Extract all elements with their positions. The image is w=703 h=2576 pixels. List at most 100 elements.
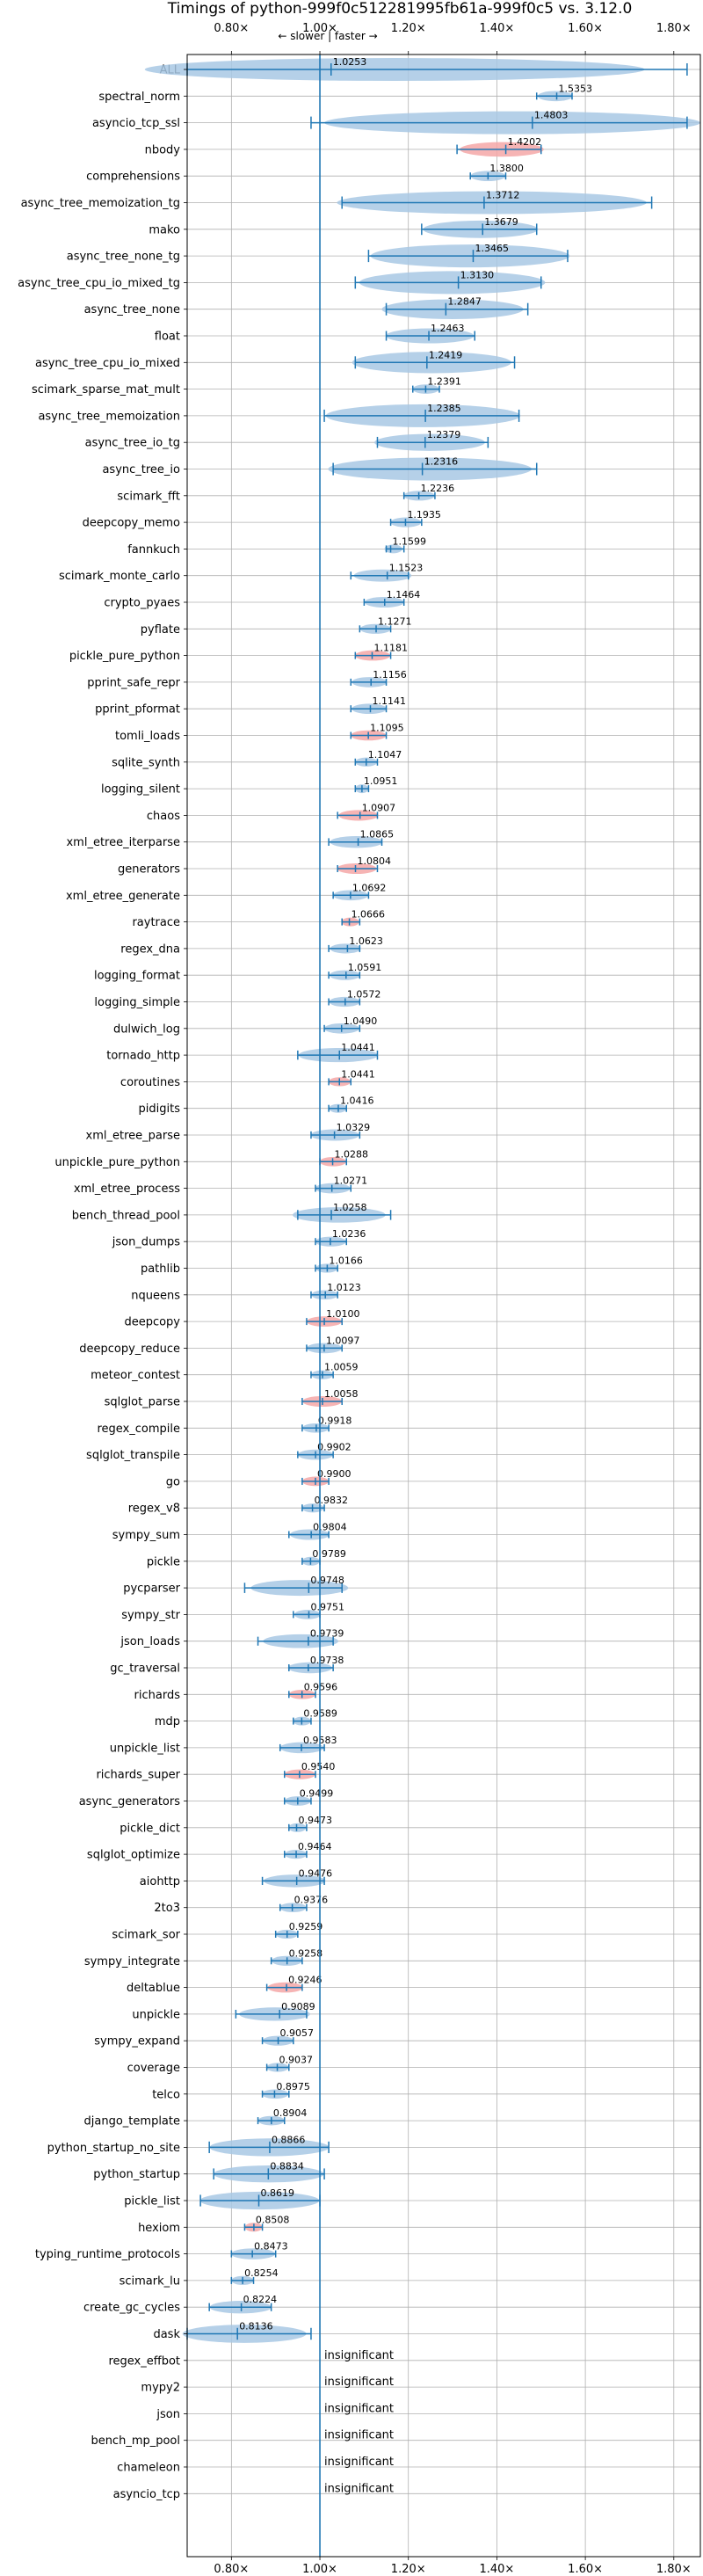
benchmark-label: coroutines	[120, 1076, 180, 1089]
value-label: 0.9540	[301, 1761, 336, 1772]
value-label: 1.0258	[333, 1202, 367, 1213]
benchmark-label: xml_etree_parse	[86, 1130, 180, 1143]
value-label: 0.9089	[281, 2001, 315, 2012]
benchmark-label: crypto_pyaes	[104, 597, 180, 610]
insignificant-label: insignificant	[324, 2482, 394, 2495]
value-label: 1.0288	[335, 1148, 369, 1160]
value-label: 1.3679	[484, 216, 518, 228]
benchmark-label: sympy_integrate	[84, 1955, 180, 1968]
value-label: 1.4803	[534, 110, 569, 121]
benchmark-label: logging_silent	[101, 783, 180, 797]
benchmark-label: sympy_str	[121, 1609, 180, 1622]
plot-frame	[186, 54, 701, 2558]
value-label: 0.9376	[294, 1895, 329, 1906]
x-tick-label-bottom: 1.20×	[391, 2563, 426, 2576]
value-label: 1.0416	[340, 1095, 374, 1107]
value-label: 1.2385	[427, 403, 461, 414]
value-label: 0.8975	[276, 2081, 310, 2092]
value-label: 1.1271	[378, 615, 412, 627]
value-label: 1.0490	[344, 1015, 378, 1027]
benchmark-label: xml_etree_process	[74, 1182, 180, 1196]
benchmark-label: python_startup	[93, 2168, 180, 2181]
benchmark-label: sqlglot_parse	[105, 1396, 180, 1409]
benchmark-label: go	[166, 1475, 180, 1488]
value-label: 0.9057	[280, 2027, 315, 2039]
value-label: 0.8473	[254, 2241, 288, 2252]
benchmark-label: xml_etree_iterparse	[66, 836, 180, 849]
benchmark-label: json_loads	[120, 1635, 180, 1648]
benchmark-label: sympy_expand	[94, 2035, 180, 2048]
value-label: 0.9738	[310, 1655, 344, 1666]
value-label: 1.1599	[393, 535, 427, 547]
value-label: 1.2236	[421, 483, 455, 494]
value-label: 1.0572	[347, 989, 381, 1001]
benchmark-label: gc_traversal	[110, 1663, 180, 1676]
benchmark-label: sqlglot_optimize	[87, 1849, 180, 1862]
x-tick-label-bottom: 1.60×	[568, 2563, 603, 2576]
x-tick-label-top: 1.00×	[302, 22, 337, 35]
benchmark-label: regex_effbot	[108, 2354, 180, 2368]
value-label: 1.2379	[427, 429, 460, 440]
benchmark-label: unpickle_list	[110, 1742, 180, 1755]
slower-faster-annotation: ← slower | faster →	[278, 30, 377, 42]
x-tick-label-bottom: 0.80×	[214, 2563, 249, 2576]
benchmark-label: hexiom	[138, 2222, 180, 2235]
benchmark-label: pprint_safe_repr	[87, 676, 180, 689]
benchmark-label: scimark_lu	[120, 2274, 180, 2288]
value-label: 0.9739	[310, 1628, 344, 1640]
x-tick-label-bottom: 1.40×	[479, 2563, 514, 2576]
value-label: 1.3465	[475, 243, 509, 254]
benchmark-label: pickle_dict	[120, 1822, 180, 1835]
value-label: 1.0058	[324, 1388, 359, 1400]
value-label: 0.9748	[310, 1575, 344, 1586]
benchmark-label: bench_thread_pool	[72, 1209, 180, 1222]
benchmark-label: python_startup_no_site	[47, 2142, 180, 2155]
benchmark-label: chameleon	[117, 2462, 180, 2475]
value-label: 1.1047	[368, 749, 402, 760]
benchmark-label: logging_simple	[94, 996, 180, 1009]
value-label: 1.0236	[332, 1228, 366, 1240]
value-label: 0.9258	[289, 1947, 323, 1959]
value-label: 1.0329	[337, 1122, 371, 1133]
benchmark-label: richards	[134, 1689, 181, 1702]
value-label: 1.1181	[373, 643, 408, 654]
value-label: 1.1935	[407, 509, 441, 520]
value-label: 1.3712	[486, 190, 520, 201]
value-label: 1.5353	[559, 83, 593, 94]
benchmark-label: richards_super	[96, 1769, 180, 1782]
x-tick-label-top: 1.80×	[656, 22, 692, 35]
value-label: 1.1141	[372, 695, 406, 707]
value-label: 1.0692	[352, 882, 387, 893]
value-label: 0.9259	[289, 1921, 323, 1932]
chart-title: Timings of python-999f0c512281995fb61a-9…	[167, 0, 633, 18]
benchmark-label: scimark_monte_carlo	[59, 570, 180, 583]
value-label: 0.9464	[298, 1841, 332, 1852]
benchmark-label: aiohttp	[140, 1875, 180, 1888]
benchmark-label: deepcopy	[124, 1316, 180, 1329]
benchmark-label: sqlglot_transpile	[86, 1449, 180, 1462]
benchmark-label: async_tree_memoization_tg	[21, 197, 180, 210]
value-label: 0.8834	[270, 2161, 304, 2172]
benchmark-label: dask	[153, 2328, 180, 2341]
benchmark-label: typing_runtime_protocols	[35, 2248, 180, 2261]
value-label: 0.9246	[288, 1975, 323, 1986]
benchmark-label: deepcopy_reduce	[79, 1343, 180, 1356]
value-label: 1.4202	[508, 136, 542, 148]
benchmark-label: regex_compile	[97, 1423, 180, 1436]
x-tick-label-top: 1.60×	[568, 22, 603, 35]
value-label: 0.9918	[318, 1415, 352, 1426]
value-label: 1.3800	[489, 163, 524, 174]
benchmark-label: async_tree_none	[84, 303, 180, 317]
benchmark-label: telco	[152, 2088, 180, 2101]
value-label: 1.0441	[341, 1068, 375, 1080]
x-tick-label-bottom: 1.80×	[656, 2563, 692, 2576]
value-label: 0.8254	[244, 2267, 279, 2279]
benchmark-label: async_generators	[79, 1795, 181, 1808]
axes: 0.80× 0.80× 1.00× 1.00× 1.20× 1.20× 1.40× 1.40×…	[184, 22, 692, 2576]
value-label: 1.1523	[389, 563, 424, 574]
x-tick-label-bottom: 1.00×	[302, 2563, 337, 2576]
value-label: 1.3130	[460, 269, 495, 280]
value-label: 1.0059	[324, 1362, 359, 1373]
value-label: 0.9751	[310, 1601, 344, 1612]
